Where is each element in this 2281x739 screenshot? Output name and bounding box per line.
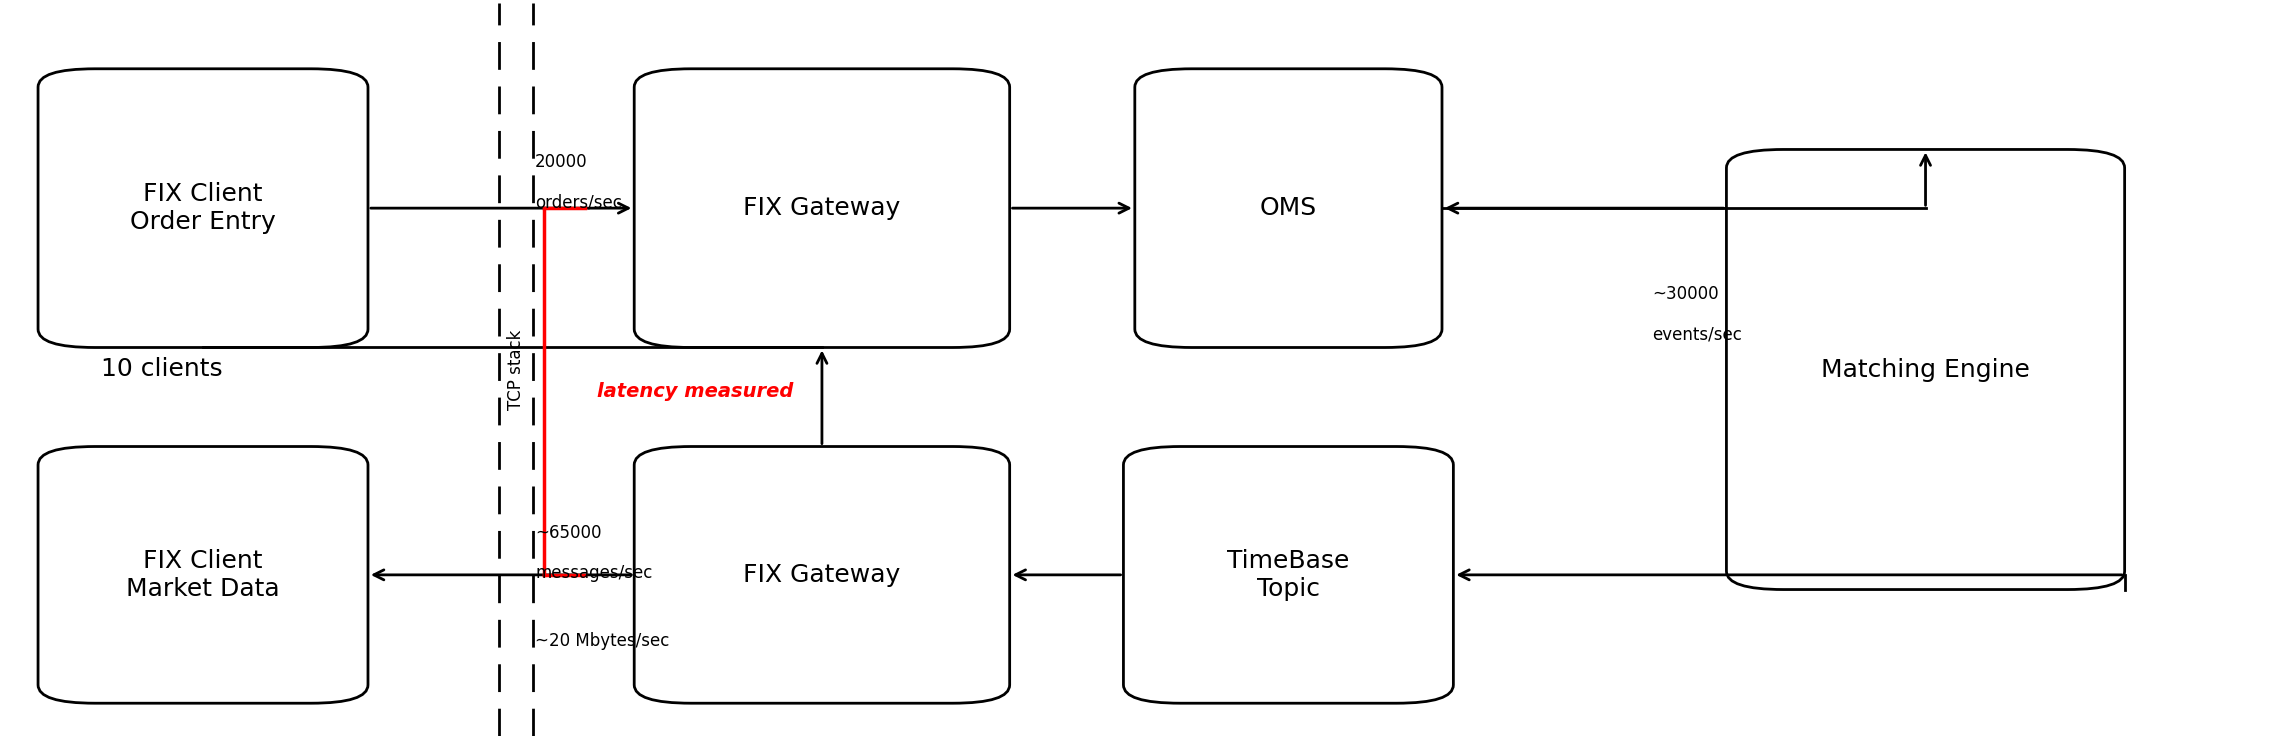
Text: OMS: OMS [1259,196,1316,220]
Text: FIX Client
Order Entry: FIX Client Order Entry [130,183,276,234]
Text: events/sec: events/sec [1651,325,1743,344]
FancyBboxPatch shape [634,446,1010,704]
Text: 10 clients: 10 clients [100,358,224,381]
FancyBboxPatch shape [1125,446,1453,704]
Text: messages/sec: messages/sec [536,564,652,582]
Text: FIX Client
Market Data: FIX Client Market Data [125,549,281,601]
FancyBboxPatch shape [39,69,367,347]
Text: Matching Engine: Matching Engine [1820,358,2030,381]
Text: FIX Gateway: FIX Gateway [744,196,901,220]
Text: 20000: 20000 [536,154,588,171]
Text: ~65000: ~65000 [536,524,602,542]
FancyBboxPatch shape [1136,69,1442,347]
FancyBboxPatch shape [39,446,367,704]
Text: ~30000: ~30000 [1651,285,1720,304]
Text: TimeBase
Topic: TimeBase Topic [1227,549,1350,601]
FancyBboxPatch shape [634,69,1010,347]
Text: FIX Gateway: FIX Gateway [744,563,901,587]
Text: TCP stack: TCP stack [506,330,525,409]
Text: orders/sec: orders/sec [536,194,623,211]
FancyBboxPatch shape [1727,149,2124,590]
Text: latency measured: latency measured [598,382,794,401]
Text: ~20 Mbytes/sec: ~20 Mbytes/sec [536,632,671,650]
